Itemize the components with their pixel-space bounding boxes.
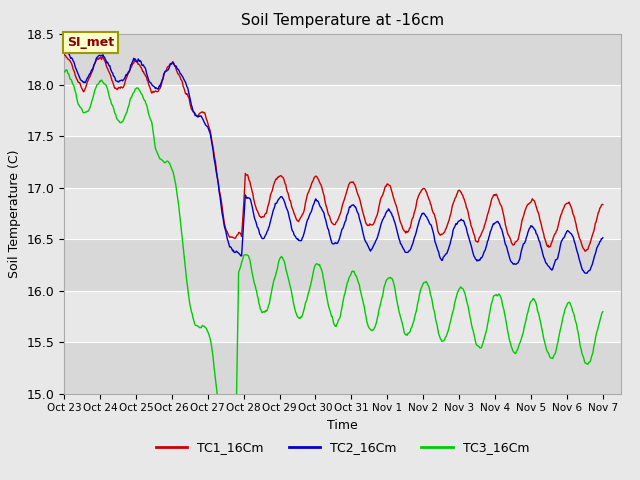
Bar	[64, 291, 621, 342]
Bar	[64, 136, 621, 188]
Bar	[64, 188, 621, 240]
Bar	[64, 240, 621, 291]
Bar	[64, 34, 621, 85]
Bar	[64, 85, 621, 136]
Bar	[64, 342, 621, 394]
Title: Soil Temperature at -16cm: Soil Temperature at -16cm	[241, 13, 444, 28]
Legend: TC1_16Cm, TC2_16Cm, TC3_16Cm: TC1_16Cm, TC2_16Cm, TC3_16Cm	[151, 436, 534, 459]
Y-axis label: Soil Temperature (C): Soil Temperature (C)	[8, 149, 21, 278]
X-axis label: Time: Time	[327, 419, 358, 432]
Text: SI_met: SI_met	[67, 36, 114, 49]
